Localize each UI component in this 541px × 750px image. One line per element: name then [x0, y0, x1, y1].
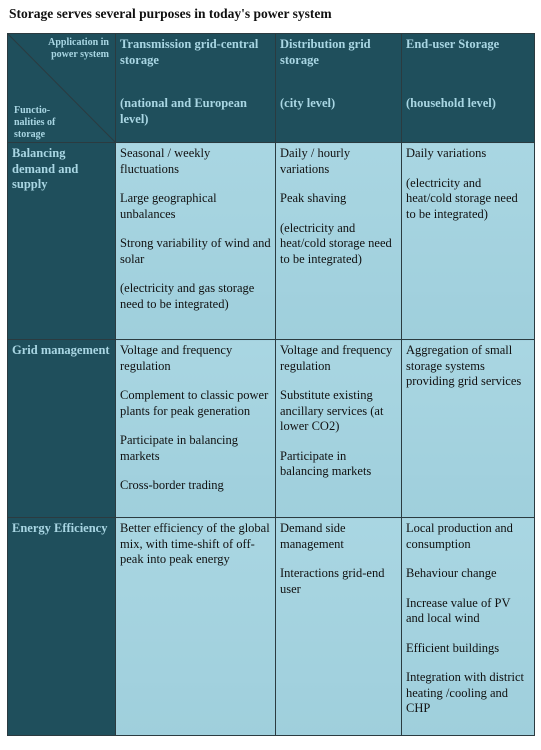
- column-name: End-user Storage: [406, 37, 500, 51]
- cell-text: Participate in balancing markets: [120, 433, 239, 463]
- table-row: Energy Efficiency Better efficiency of th…: [7, 517, 535, 736]
- cell-text: (electricity and heat/cold storage need …: [406, 175, 518, 221]
- cell-text: Interactions grid-end user: [280, 566, 385, 596]
- table-cell: Better efficiency of the global mix, wit…: [115, 517, 276, 736]
- column-level: (household level): [406, 96, 496, 110]
- column-header: End-user Storage (household level): [401, 33, 535, 143]
- cell-text: Daily variations: [406, 146, 487, 160]
- cell-text: Complement to classic power plants for p…: [120, 388, 269, 418]
- cell-text: Cross-border trading: [120, 478, 224, 492]
- cell-text: (electricity and gas storage need to be …: [120, 281, 255, 311]
- cell-text: Behaviour change: [406, 566, 497, 580]
- cell-text: Efficient buildings: [406, 640, 500, 655]
- column-header: Transmission grid-central storage (nation…: [115, 33, 276, 143]
- table-cell: Voltage and frequency regulation Substitu…: [275, 339, 402, 518]
- cell-text: Voltage and frequency regulation: [280, 343, 393, 373]
- storage-table: Application in power system Functio-nalit…: [7, 33, 535, 736]
- column-level: (national and European level): [120, 96, 247, 126]
- cell-text: Better efficiency of the global mix, wit…: [120, 521, 270, 566]
- cell-text: (electricity and heat/cold storage need …: [280, 220, 392, 266]
- cell-text: Peak shaving: [280, 191, 347, 205]
- column-name: Distribution grid storage: [280, 37, 371, 67]
- table-cell: Aggregation of small storage systems pro…: [401, 339, 535, 518]
- table-cell: Daily / hourly variations Peak shaving (el…: [275, 142, 402, 340]
- table-cell: Voltage and frequency regulation Compleme…: [115, 339, 276, 518]
- table-cell: Seasonal / weekly fluctuations Large geog…: [115, 142, 276, 340]
- corner-functionalities: Functio-nalities of storage: [14, 105, 56, 140]
- table-cell: Demand side management Interactions grid-…: [275, 517, 402, 736]
- row-label: Energy Efficiency: [7, 517, 116, 736]
- cell-text: Substitute existing ancillary services (…: [280, 388, 384, 433]
- cell-text: Daily / hourly variations: [280, 146, 351, 176]
- cell-text: Voltage and frequency regulation: [120, 343, 233, 373]
- cell-text: Large geographical unbalances: [120, 191, 217, 221]
- cell-text: Increase value of PV and local wind: [406, 595, 511, 626]
- column-level: (city level): [280, 96, 336, 110]
- title: Storage serves several purposes in today…: [9, 6, 332, 21]
- table-cell: Daily variations (electricity and heat/co…: [401, 142, 535, 340]
- cell-text: Local production and consumption: [406, 521, 513, 551]
- cell-text: Integration with district heating /cooli…: [406, 670, 525, 715]
- cell-text: Participate in balancing markets: [280, 448, 372, 479]
- row-label: Balancing demand and supply: [7, 142, 116, 340]
- table-cell: Local production and consumption Behaviou…: [401, 517, 535, 736]
- column-header: Distribution grid storage (city level): [275, 33, 402, 143]
- cell-text: Strong variability of wind and solar: [120, 236, 271, 266]
- cell-text: Seasonal / weekly fluctuations: [120, 146, 211, 176]
- corner-application: Application in power system: [48, 37, 109, 60]
- cell-text: Demand side management: [280, 521, 346, 551]
- header-row: Application in power system Functio-nalit…: [7, 33, 535, 143]
- table-row: Grid management Voltage and frequency reg…: [7, 339, 535, 518]
- column-name: Transmission grid-central storage: [120, 37, 259, 67]
- row-label: Grid management: [7, 339, 116, 518]
- cell-text: Aggregation of small storage systems pro…: [406, 343, 522, 388]
- diagonal: [8, 34, 116, 143]
- table-row: Balancing demand and supply Seasonal / we…: [7, 142, 535, 340]
- corner-cell: Application in power system Functio-nalit…: [7, 33, 116, 143]
